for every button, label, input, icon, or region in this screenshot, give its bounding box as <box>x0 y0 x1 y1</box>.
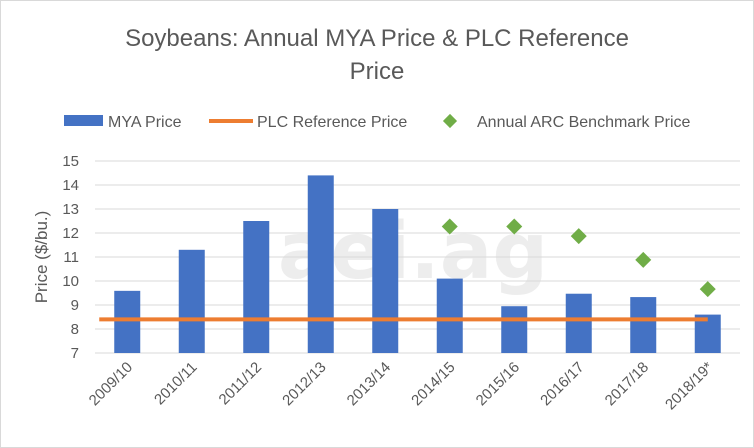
x-tick-label-2015/16: 2015/16 <box>473 359 523 409</box>
arc-marker-2015/16 <box>506 218 523 235</box>
x-tick-label-2012/13: 2012/13 <box>279 359 329 409</box>
y-tick-label-14: 14 <box>62 177 79 194</box>
chart-title-line2: Price <box>350 58 405 85</box>
y-tick-label-8: 8 <box>71 321 79 338</box>
x-tick-label-2010/11: 2010/11 <box>151 359 201 409</box>
x-tick-label-2011/12: 2011/12 <box>216 359 266 409</box>
mya-bar-2011/12 <box>243 221 270 353</box>
legend-label-plc: PLC Reference Price <box>257 114 407 131</box>
arc-marker-2014/15 <box>441 218 458 235</box>
legend-swatch-arc <box>442 113 458 129</box>
arc-marker-2016/17 <box>570 228 587 245</box>
y-tick-label-10: 10 <box>62 273 79 290</box>
legend-label-mya: MYA Price <box>108 114 182 131</box>
mya-bar-2012/13 <box>307 175 334 353</box>
arc-marker-2018/19* <box>699 281 716 298</box>
legend-swatch-mya <box>64 115 103 126</box>
mya-bar-2009/10 <box>114 290 141 353</box>
arc-benchmark-markers <box>441 218 716 298</box>
mya-bar-2017/18 <box>630 297 657 353</box>
mya-bar-2016/17 <box>565 293 592 353</box>
y-axis-ticks: 7 8 9 10 11 12 13 14 15 <box>62 153 79 362</box>
mya-bar-2010/11 <box>178 249 205 353</box>
x-tick-label-2016/17: 2016/17 <box>537 359 587 409</box>
x-tick-label-2017/18: 2017/18 <box>602 359 652 409</box>
legend-label-arc: Annual ARC Benchmark Price <box>477 114 691 131</box>
x-tick-label-2009/10: 2009/10 <box>86 359 136 409</box>
y-axis-title: Price ($/bu.) <box>32 211 51 304</box>
y-tick-label-13: 13 <box>62 201 79 218</box>
y-tick-label-15: 15 <box>62 153 79 170</box>
x-tick-label-2018/19*: 2018/19* <box>662 359 717 414</box>
y-tick-label-7: 7 <box>71 345 79 362</box>
x-tick-label-2013/14: 2013/14 <box>344 359 394 409</box>
chart-title-line1: Soybeans: Annual MYA Price & PLC Referen… <box>125 25 629 52</box>
x-tick-label-2014/15: 2014/15 <box>408 359 458 409</box>
y-tick-label-11: 11 <box>63 249 79 266</box>
legend: MYA Price PLC Reference Price Annual ARC… <box>64 113 691 131</box>
mya-bar-2014/15 <box>436 278 463 353</box>
mya-bar-2013/14 <box>372 209 399 353</box>
y-tick-label-12: 12 <box>62 225 79 242</box>
y-tick-label-9: 9 <box>71 297 79 314</box>
arc-marker-2017/18 <box>635 251 652 268</box>
mya-bars <box>114 175 721 353</box>
mya-bar-2015/16 <box>501 306 528 353</box>
x-axis-ticks: 2009/10 2010/11 2011/12 2012/13 2013/14 2014/… <box>86 359 717 414</box>
